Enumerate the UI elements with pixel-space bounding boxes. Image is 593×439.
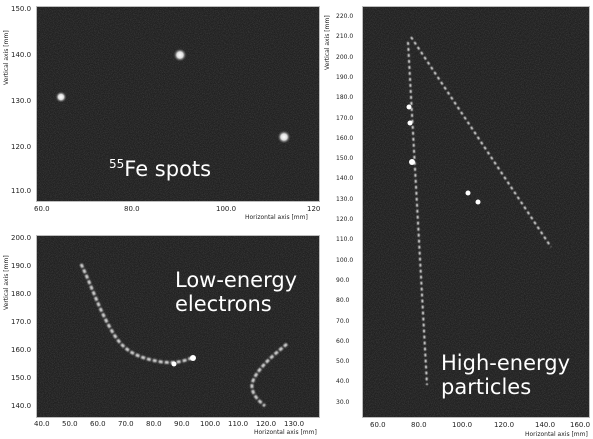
high-energy-y-tick: 130.0 (336, 195, 354, 203)
fe55-caption: 55Fe spots (109, 157, 212, 181)
fe55-spot (277, 130, 291, 144)
low-energy-image-svg (37, 236, 319, 417)
high-energy-y-tick: 180.0 (336, 94, 354, 102)
fe55-spot (173, 48, 187, 62)
high-energy-y-tick: 200.0 (336, 53, 354, 61)
low-energy-y-tick: 150.0 (11, 374, 32, 382)
fe55-y-tick: 110.0 (11, 187, 32, 195)
low-energy-y-tick: 160.0 (11, 346, 32, 354)
low-energy-x-tick: 100.0 (200, 420, 221, 428)
fe55-x-tick: 100.0 (216, 205, 237, 213)
high-energy-y-tick: 30.0 (336, 398, 350, 406)
high-energy-y-axis-label: Vertical axis [mm] (324, 15, 331, 70)
high-energy-y-tick: 80.0 (336, 297, 350, 305)
fe55-y-tick: 120.0 (11, 143, 32, 151)
high-energy-y-tick: 220.0 (336, 13, 354, 20)
fe55-image: 55Fe spots (36, 6, 320, 202)
fe55-x-axis-label: Horizontal axis [mm] (245, 214, 308, 221)
low-energy-x-tick: 40.0 (34, 420, 50, 428)
high-energy-x-tick: 120.0 (494, 421, 515, 429)
high-energy-image-svg (363, 7, 589, 417)
low-energy-x-tick: 130.0 (284, 420, 305, 428)
high-energy-y-tick: 90.0 (336, 276, 350, 284)
low-energy-x-tick: 60.0 (90, 420, 106, 428)
low-energy-image: Low-energy electrons (36, 235, 320, 418)
fe55-y-tick: 140.0 (11, 51, 32, 59)
low-energy-x-tick: 120.0 (256, 420, 277, 428)
low-energy-x-tick: 70.0 (118, 420, 134, 428)
fe55-x-tick: 80.0 (124, 205, 140, 213)
high-energy-y-tick: 170.0 (336, 114, 354, 122)
electron-track (79, 263, 195, 364)
low-energy-x-tick: 80.0 (146, 420, 162, 428)
particle-track (410, 36, 552, 248)
high-energy-y-tick: 160.0 (336, 134, 354, 142)
high-energy-image: High-energy particles (362, 6, 590, 418)
low-energy-x-tick: 90.0 (174, 420, 190, 428)
high-energy-caption: High-energy particles (441, 351, 571, 399)
low-energy-y-tick: 200.0 (11, 234, 32, 242)
electron-track (250, 342, 288, 408)
high-energy-x-tick: 140.0 (535, 421, 556, 429)
fe55-x-tick: 120 (307, 205, 321, 213)
low-energy-y-axis-label: Vertical axis [mm] (3, 255, 10, 310)
high-energy-y-tick: 70.0 (336, 317, 350, 325)
particle-spot (465, 190, 471, 196)
high-energy-y-tick: 210.0 (336, 33, 354, 41)
high-energy-x-tick: 160.0 (570, 421, 591, 429)
low-energy-y-tick: 140.0 (11, 402, 32, 410)
fe55-y-tick: 130.0 (11, 97, 32, 105)
high-energy-y-tick: 40.0 (336, 378, 350, 386)
low-energy-x-axis-label: Horizontal axis [mm] (254, 429, 317, 436)
fe55-image-svg (37, 7, 319, 201)
low-energy-x-tick: 50.0 (62, 420, 78, 428)
low-energy-caption: Low-energy electrons (175, 268, 298, 316)
low-energy-x-tick: 110.0 (228, 420, 249, 428)
high-energy-y-tick: 150.0 (336, 155, 354, 163)
high-energy-y-tick: 50.0 (336, 358, 350, 366)
high-energy-x-tick: 80.0 (411, 421, 427, 429)
high-energy-x-tick: 60.0 (370, 421, 386, 429)
particle-track-blob (407, 120, 413, 126)
fe55-x-tick: 60.0 (34, 205, 50, 213)
high-energy-y-tick: 190.0 (336, 73, 354, 81)
high-energy-y-tick: 60.0 (336, 337, 350, 345)
high-energy-y-tick: 140.0 (336, 175, 354, 183)
high-energy-y-tick: 120.0 (336, 216, 354, 223)
fe55-y-axis-label: Vertical axis [mm] (3, 30, 10, 85)
low-energy-y-tick: 180.0 (11, 290, 32, 298)
particle-track-blob (406, 104, 412, 110)
fe55-y-tick: 150.0 (11, 5, 32, 13)
particle-spot (475, 199, 481, 205)
particle-track-blob (409, 159, 415, 165)
electron-track-blob (171, 361, 177, 367)
low-energy-y-tick: 190.0 (11, 262, 32, 270)
fe55-spot (55, 91, 67, 103)
high-energy-y-tick: 110.0 (336, 236, 354, 244)
electron-track-blob (190, 355, 196, 361)
low-energy-y-tick: 170.0 (11, 318, 32, 326)
high-energy-y-tick: 100.0 (336, 256, 354, 264)
high-energy-x-tick: 100.0 (452, 421, 473, 429)
high-energy-x-axis-label: Horizontal axis [mm] (525, 431, 588, 438)
